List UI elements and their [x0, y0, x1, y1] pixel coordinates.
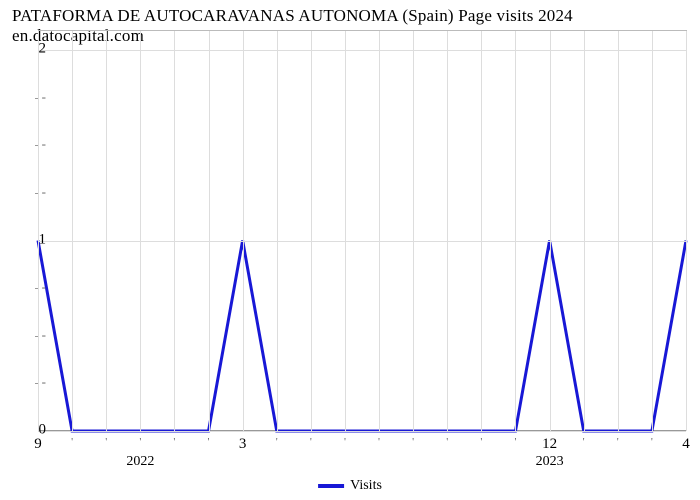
grid-v-line — [345, 31, 346, 431]
y-minor-label: - — [42, 374, 46, 390]
grid-v-line — [243, 31, 244, 431]
x-minor-tick: ' — [617, 436, 619, 448]
grid-h-line — [38, 50, 686, 51]
grid-v-line — [379, 31, 380, 431]
grid-v-line — [618, 31, 619, 431]
y-minor-label: - — [42, 184, 46, 200]
grid-v-line — [174, 31, 175, 431]
x-minor-tick: ' — [105, 436, 107, 448]
x-minor-tick: ' — [344, 436, 346, 448]
grid-v-line — [515, 31, 516, 431]
x-minor-tick: ' — [139, 436, 141, 448]
grid-v-line — [481, 31, 482, 431]
x-minor-tick: ' — [412, 436, 414, 448]
y-minor-label: - — [42, 89, 46, 105]
x-tick-label: 9 — [34, 436, 42, 453]
y-minor-label: - — [42, 327, 46, 343]
x-group-label: 2023 — [536, 454, 564, 470]
grid-v-line — [72, 31, 73, 431]
y-minor-label: - — [42, 136, 46, 152]
y-minor-label: - — [42, 279, 46, 295]
x-group-label: 2022 — [126, 454, 154, 470]
grid-h-line — [38, 241, 686, 242]
plot-area — [38, 30, 687, 431]
x-minor-tick: ' — [378, 436, 380, 448]
grid-v-line — [277, 31, 278, 431]
legend-label: Visits — [350, 478, 382, 494]
grid-v-line — [140, 31, 141, 431]
grid-v-line — [106, 31, 107, 431]
grid-v-line — [686, 31, 687, 431]
x-minor-tick: ' — [310, 436, 312, 448]
x-tick-label: 3 — [239, 436, 247, 453]
x-minor-tick: ' — [71, 436, 73, 448]
chart-container: PATAFORMA DE AUTOCARAVANAS AUTONOMA (Spa… — [0, 0, 700, 500]
grid-v-line — [550, 31, 551, 431]
x-minor-tick: ' — [446, 436, 448, 448]
x-minor-tick: ' — [583, 436, 585, 448]
data-line — [38, 31, 686, 431]
legend-swatch — [318, 484, 344, 488]
grid-v-line — [311, 31, 312, 431]
x-tick-label: 4 — [682, 436, 690, 453]
legend: Visits — [318, 478, 382, 494]
x-minor-tick: ' — [276, 436, 278, 448]
grid-h-line — [38, 431, 686, 432]
grid-v-line — [584, 31, 585, 431]
x-minor-tick: ' — [651, 436, 653, 448]
x-minor-tick: ' — [208, 436, 210, 448]
x-minor-tick: ' — [514, 436, 516, 448]
y-tick-label: 1 — [39, 231, 47, 248]
x-minor-tick: ' — [173, 436, 175, 448]
y-tick-label: 2 — [39, 41, 47, 58]
x-tick-label: 12 — [542, 436, 557, 453]
grid-v-line — [447, 31, 448, 431]
grid-v-line — [413, 31, 414, 431]
visits-line — [38, 241, 686, 431]
grid-v-line — [209, 31, 210, 431]
grid-v-line — [652, 31, 653, 431]
x-minor-tick: ' — [480, 436, 482, 448]
